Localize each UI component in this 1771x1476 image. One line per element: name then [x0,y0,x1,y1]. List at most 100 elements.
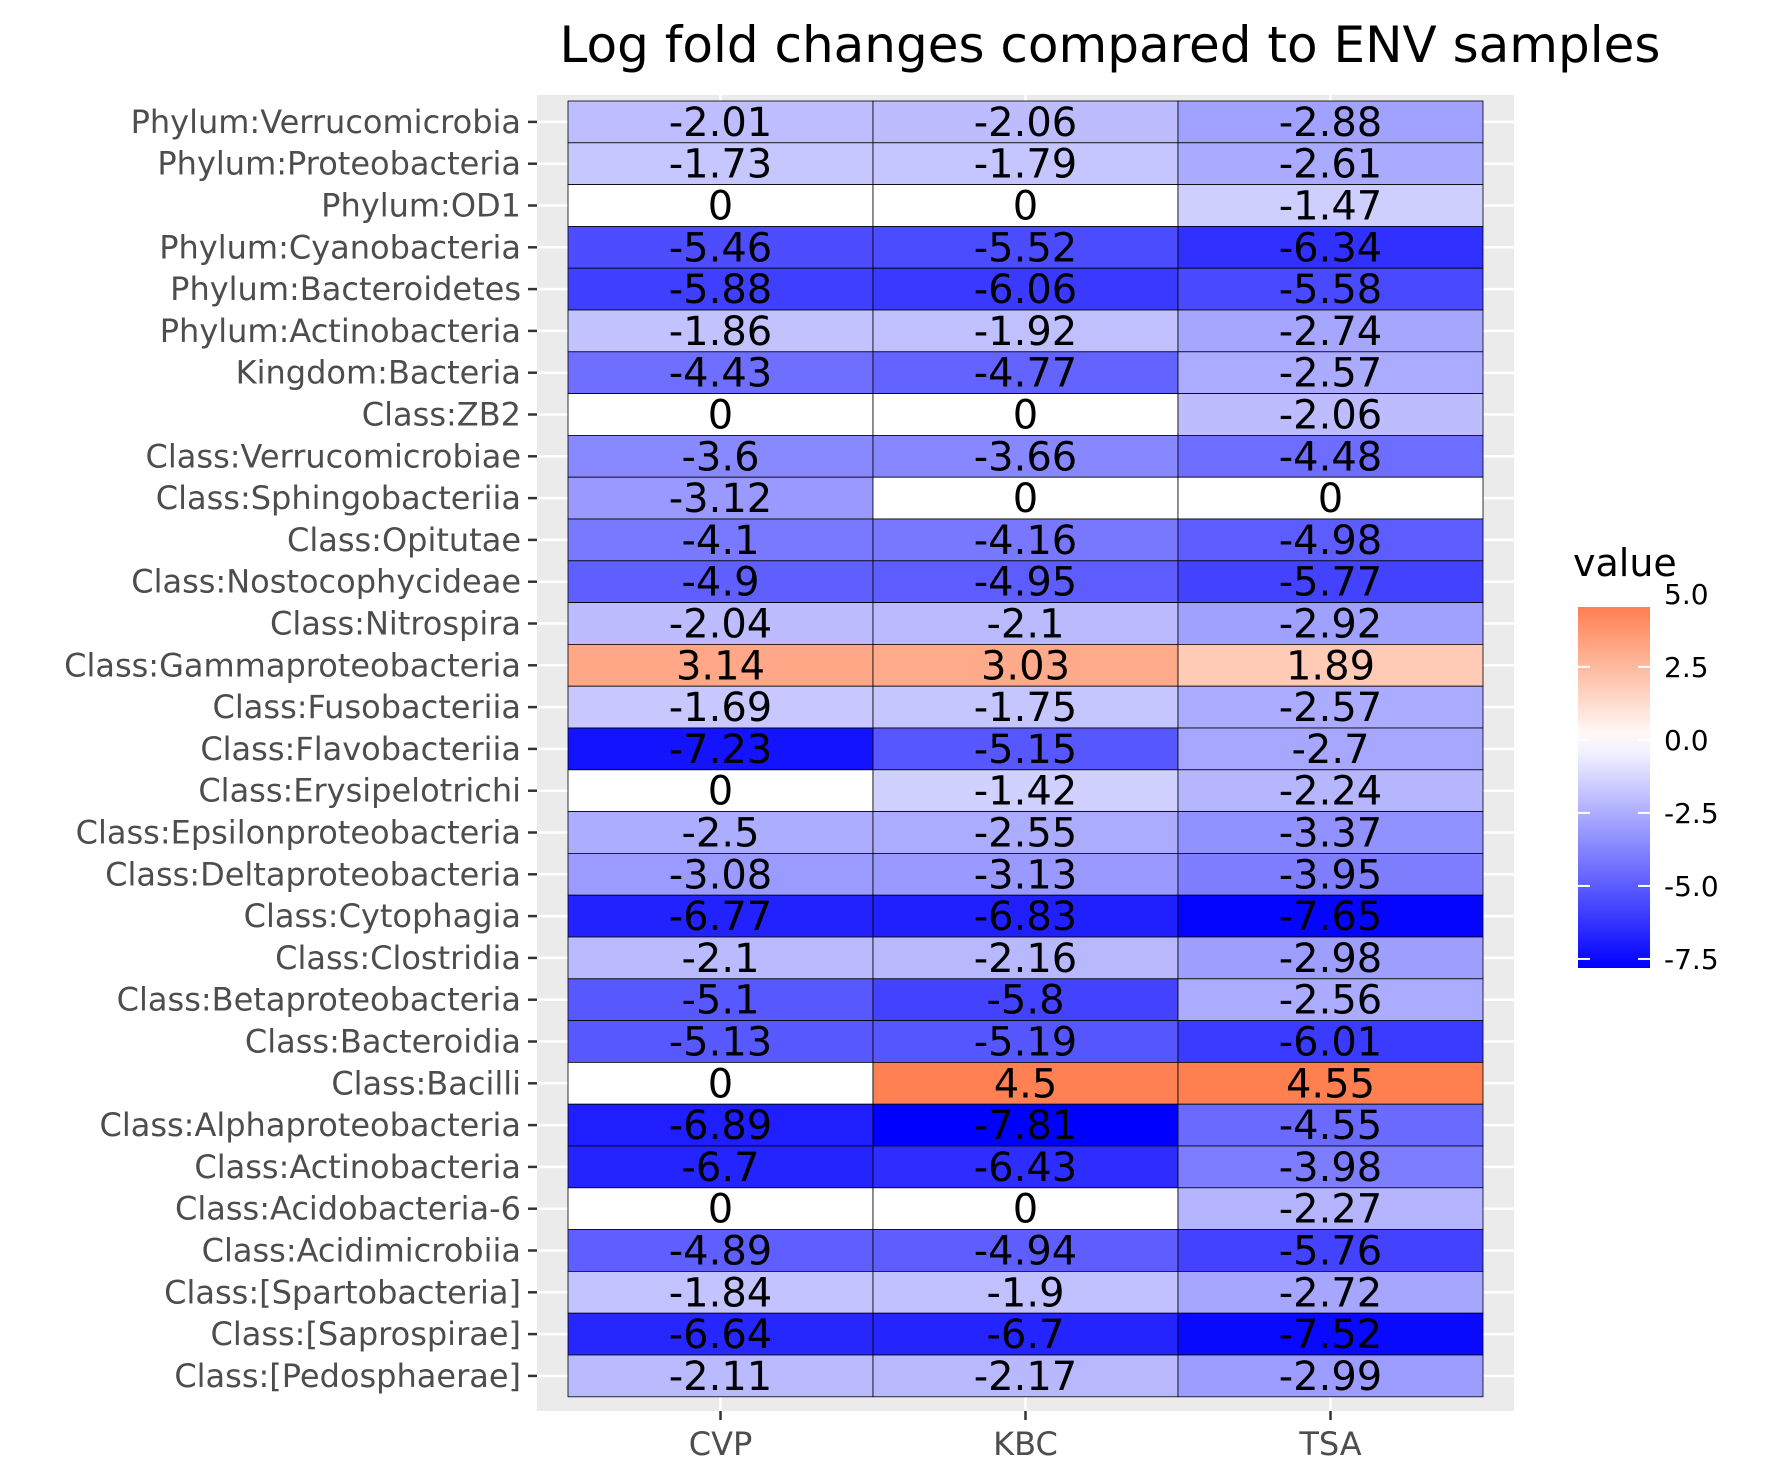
heatmap-cell [567,769,874,812]
cell-value-label: 0 [1013,184,1038,230]
cell-value-label: 0 [1013,476,1038,522]
heatmap-cell [567,1229,874,1272]
heatmap-cell [567,727,874,771]
cell-value-label: -4.1 [681,518,759,564]
y-tick-label: Class:Clostridia [275,939,521,977]
x-tick-label: KBC [993,1425,1058,1463]
y-tick-label: Class:Deltaproteobacteria [105,855,521,893]
cell-value-label: -1.92 [974,309,1078,355]
y-tick-label: Class:Nitrospira [270,605,521,643]
cell-value-label: -6.7 [681,1145,759,1191]
heatmap-cell [872,1062,1179,1105]
heatmap-cell [872,769,1179,812]
y-tick-label: Class:Verrucomicrobiae [146,437,521,475]
y-tick-label: Class:Fusobacteriia [213,688,521,726]
cell-value-label: 0 [708,769,733,815]
heatmap-cell [1177,225,1484,269]
legend-title: value [1573,541,1677,585]
cell-value-label: -4.55 [1279,1103,1383,1149]
y-tick-label: Phylum:Bacteroidetes [170,270,521,308]
heatmap-cell [567,142,874,186]
cell-value-label: -6.77 [669,894,773,940]
cell-value-label: -2.57 [1279,351,1383,397]
heatmap-cell [1177,1312,1484,1356]
y-tick-label: Phylum:Actinobacteria [160,312,521,350]
y-tick-label: Class:ZB2 [362,396,521,434]
heatmap-cell [872,685,1179,729]
heatmap-cell [567,518,874,562]
cell-value-label: -5.19 [974,1020,1078,1066]
cell-value-label: -5.1 [681,978,759,1024]
cell-value-label: -2.99 [1279,1354,1383,1400]
y-tick-label: Phylum:OD1 [321,187,521,225]
heatmap-cell [567,936,874,980]
heatmap-cell [872,811,1179,854]
cell-value-label: -2.27 [1279,1187,1383,1233]
cell-value-label: -4.43 [669,351,773,397]
heatmap-cell [1177,853,1484,896]
cell-value-label: -3.66 [974,434,1078,480]
cell-value-label: -4.89 [669,1229,773,1275]
heatmap-cell [1177,894,1484,938]
heatmap-cell [872,393,1179,436]
cell-value-label: -6.89 [669,1103,773,1149]
heatmap-cell [872,476,1179,520]
y-tick-label: Class:Nostocophycideae [131,563,521,601]
cell-value-label: -5.77 [1279,560,1383,606]
cell-value-label: -2.06 [1279,393,1383,439]
heatmap-cell [1177,309,1484,353]
heatmap-cell [872,184,1179,227]
cell-value-label: -2.72 [1279,1270,1383,1316]
cell-value-label: -5.15 [974,727,1078,773]
heatmap-cell [872,644,1179,687]
heatmap-cell [1177,602,1484,645]
x-tick-label: TSA [1298,1425,1361,1463]
heatmap-cell [567,309,874,353]
cell-value-label: -3.13 [974,852,1078,898]
heatmap-cell [1177,184,1484,227]
cell-value-label: -4.94 [974,1229,1078,1275]
cell-value-label: -2.74 [1279,309,1383,355]
y-tick-label: Class:Betaproteobacteria [117,981,521,1019]
heatmap-cells [567,100,1484,1398]
cell-labels: -2.01 -2.06 -2.88 -1.73 -1.79 -2.61 0 0 -1.47 -5.… [669,100,1383,1400]
heatmap-cell [567,1020,874,1063]
heatmap-cell [1177,560,1484,603]
cell-value-label: -6.7 [986,1312,1064,1358]
heatmap-cell [872,267,1179,311]
heatmap-cell [872,602,1179,645]
legend-tick-label: -5.0 [1664,870,1719,903]
heatmap-cell [1177,142,1484,186]
cell-value-label: -6.06 [974,267,1078,313]
cell-value-label: -1.86 [669,309,773,355]
heatmap-cell [872,1020,1179,1063]
heatmap-cell [1177,769,1484,812]
cell-value-label: -5.8 [986,978,1064,1024]
cell-value-label: -1.69 [669,685,773,731]
heatmap-cell [1177,978,1484,1021]
heatmap-cell [1177,727,1484,771]
heatmap-cell [872,309,1179,353]
cell-value-label: -3.12 [669,476,773,522]
heatmap-cell [1177,1020,1484,1063]
cell-value-label: -5.58 [1279,267,1383,313]
cell-value-label: -3.08 [669,852,773,898]
cell-value-label: 3.14 [676,643,765,689]
heatmap-cell [567,644,874,687]
cell-value-label: -2.7 [1291,727,1369,773]
y-tick-label: Class:[Spartobacteria] [164,1273,521,1311]
y-tick-label: Class:Alphaproteobacteria [99,1106,521,1144]
cell-value-label: 0 [708,1187,733,1233]
cell-value-label: -2.98 [1279,936,1383,982]
cell-value-label: -5.46 [669,225,773,271]
y-tick-label: Kingdom:Bacteria [236,354,521,392]
cell-value-label: 0 [708,393,733,439]
cell-value-label: 4.5 [994,1061,1058,1107]
heatmap-cell [1177,1145,1484,1189]
y-tick-label: Class:[Pedosphaerae] [174,1357,521,1395]
cell-value-label: -2.61 [1279,142,1383,188]
heatmap-cell [1177,518,1484,562]
cell-value-label: -1.84 [669,1270,773,1316]
cell-value-label: -4.95 [974,560,1078,606]
